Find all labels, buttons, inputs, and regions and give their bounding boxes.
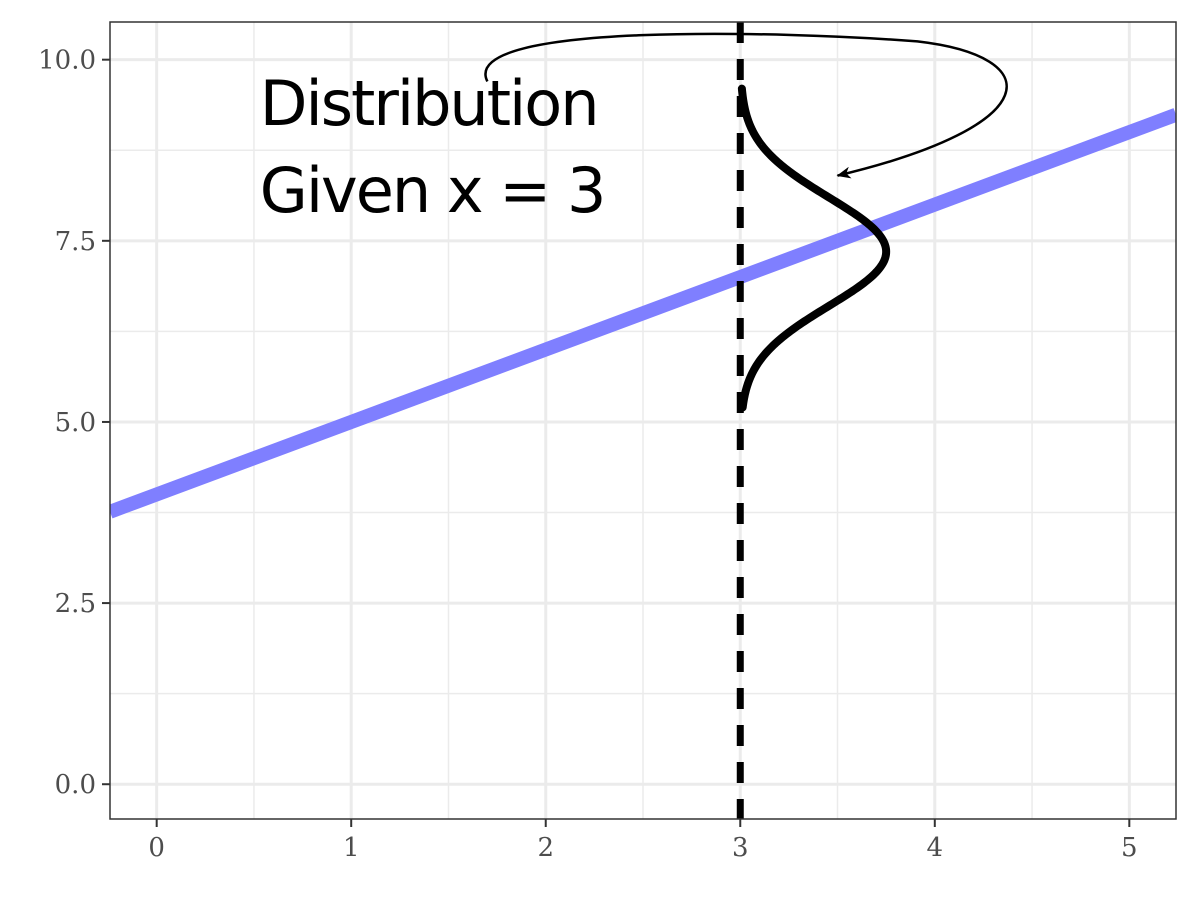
plot-area	[110, 22, 1176, 819]
x-tick-label: 0	[148, 833, 165, 863]
annotation-line-2: Given x = 3	[260, 154, 605, 227]
panel-border	[109, 21, 1177, 820]
y-tick-label: 10.0	[38, 46, 96, 76]
x-tick-label: 4	[927, 833, 944, 863]
x-tick-label: 2	[537, 833, 554, 863]
y-tick-label: 7.5	[55, 227, 96, 257]
annotation-line-1: Distribution	[260, 67, 598, 140]
annotation-arrow	[484, 32, 1008, 179]
x-tick-label: 1	[343, 833, 360, 863]
annotations: Distribution Given x = 3	[260, 32, 1008, 227]
x-tick-label: 3	[732, 833, 749, 863]
y-tick-label: 5.0	[55, 408, 96, 438]
y-tick-label: 2.5	[55, 589, 96, 619]
x-tick-label: 5	[1121, 833, 1138, 863]
axes: 0 1 2 3 4 5 0.0 2.5 5.0 7.5 10.0	[38, 46, 1137, 863]
regression-line	[110, 108, 1176, 519]
distribution-curve	[737, 84, 891, 412]
y-tick-label: 0.0	[55, 770, 96, 800]
